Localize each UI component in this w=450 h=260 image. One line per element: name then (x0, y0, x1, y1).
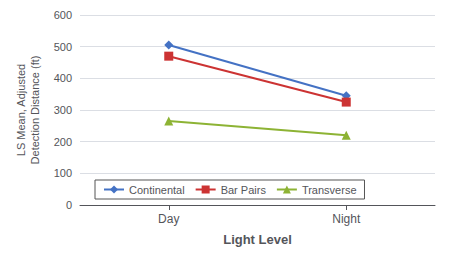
svg-text:Bar Pairs: Bar Pairs (221, 184, 267, 196)
svg-text:Continental: Continental (129, 184, 185, 196)
svg-text:0: 0 (66, 199, 72, 211)
svg-text:100: 100 (54, 167, 72, 179)
svg-text:Day: Day (158, 212, 179, 226)
svg-text:LS Mean, Adjusted: LS Mean, Adjusted (15, 64, 27, 156)
svg-text:Transverse: Transverse (302, 184, 357, 196)
svg-text:Night: Night (332, 212, 361, 226)
svg-text:Detection Distance (ft): Detection Distance (ft) (29, 56, 41, 165)
svg-text:300: 300 (54, 104, 72, 116)
svg-text:200: 200 (54, 136, 72, 148)
svg-text:500: 500 (54, 41, 72, 53)
svg-text:600: 600 (54, 9, 72, 21)
svg-text:Light Level: Light Level (223, 232, 292, 247)
svg-text:400: 400 (54, 72, 72, 84)
